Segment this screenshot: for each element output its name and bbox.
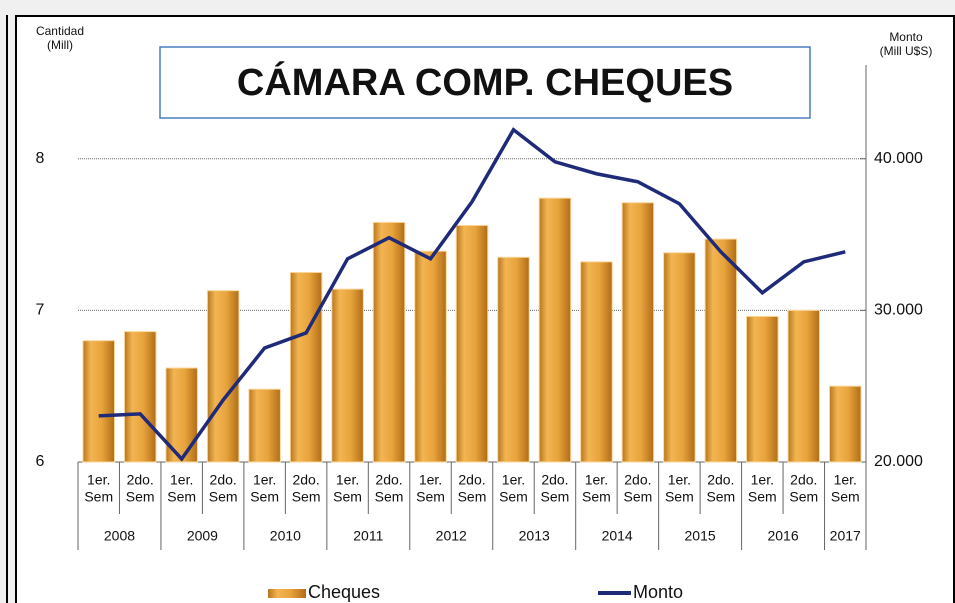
x-tick-label: 1er. — [668, 472, 691, 488]
x-tick-label: Sem — [126, 489, 155, 505]
x-tick-label: Sem — [416, 489, 445, 505]
bar — [414, 250, 447, 463]
y2-axis-label: (Mill U$S) — [880, 44, 933, 58]
x-group-label: 2009 — [187, 528, 218, 544]
x-tick-label: Sem — [831, 489, 860, 505]
x-tick-label: 1er. — [751, 472, 774, 488]
bar — [331, 288, 364, 463]
bar — [829, 385, 862, 463]
line — [98, 127, 846, 462]
x-tick-label: Sem — [665, 489, 694, 505]
x-tick-label: 2do. — [210, 472, 237, 488]
x-tick-label: 1er. — [502, 472, 525, 488]
x-group-label: 2017 — [830, 528, 861, 544]
x-tick-label: 1er. — [170, 472, 193, 488]
legend-label: Monto — [633, 582, 683, 602]
x-tick-label: Sem — [458, 489, 487, 505]
bar — [580, 261, 613, 463]
bar — [663, 252, 696, 463]
legend-label: Cheques — [308, 582, 380, 602]
bar — [123, 331, 157, 463]
x-tick-label: Sem — [292, 489, 321, 505]
x-tick-label: 2do. — [790, 472, 817, 488]
y-axis-label: Cantidad — [36, 24, 84, 38]
bar — [621, 202, 655, 463]
x-tick-label: 2do. — [292, 472, 319, 488]
bar — [787, 309, 821, 463]
bar — [206, 290, 240, 463]
x-tick-label: Sem — [333, 489, 362, 505]
x-group-label: 2008 — [104, 528, 135, 544]
x-group-label: 2016 — [767, 528, 798, 544]
x-group-label: 2013 — [519, 528, 550, 544]
bar — [289, 271, 323, 463]
x-tick-label: Sem — [541, 489, 570, 505]
y-tick-label: 8 — [36, 150, 45, 167]
x-tick-label: 1er. — [585, 472, 608, 488]
bar — [455, 224, 489, 463]
x-tick-label: 1er. — [336, 472, 359, 488]
x-group-label: 2014 — [602, 528, 633, 544]
y2-tick-label: 20.000 — [874, 453, 923, 470]
y-tick-label: 7 — [36, 302, 45, 319]
x-tick-label: 1er. — [87, 472, 110, 488]
x-tick-label: Sem — [706, 489, 735, 505]
chart-title: CÁMARA COMP. CHEQUES — [237, 60, 733, 104]
x-tick-label: 1er. — [834, 472, 857, 488]
bar — [746, 315, 779, 463]
x-group-label: 2010 — [270, 528, 301, 544]
x-tick-label: Sem — [789, 489, 818, 505]
x-tick-label: Sem — [250, 489, 279, 505]
x-tick-label: Sem — [623, 489, 652, 505]
x-tick-label: Sem — [582, 489, 611, 505]
x-tick-label: 2do. — [624, 472, 651, 488]
y2-tick-label: 30.000 — [874, 302, 923, 319]
x-tick-label: 2do. — [458, 472, 485, 488]
y2-tick-label: 40.000 — [874, 150, 923, 167]
y2-axis-label: Monto — [889, 30, 923, 44]
bar — [497, 256, 530, 463]
x-tick-label: 2do. — [541, 472, 568, 488]
x-tick-label: Sem — [748, 489, 777, 505]
x-group-label: 2015 — [685, 528, 716, 544]
y-axis-label: (Mill) — [47, 38, 73, 52]
x-tick-label: Sem — [84, 489, 113, 505]
x-tick-label: Sem — [499, 489, 528, 505]
bar — [82, 340, 115, 463]
bar — [372, 221, 406, 463]
x-group-label: 2012 — [436, 528, 467, 544]
x-tick-label: 1er. — [419, 472, 442, 488]
x-group-label: 2011 — [353, 528, 383, 544]
x-tick-label: Sem — [209, 489, 238, 505]
legend-swatch — [268, 589, 306, 598]
x-tick-label: Sem — [167, 489, 196, 505]
title-box — [159, 46, 811, 119]
x-tick-label: Sem — [375, 489, 404, 505]
x-tick-label: 1er. — [253, 472, 276, 488]
bar — [538, 197, 572, 463]
x-tick-label: 2do. — [707, 472, 734, 488]
bar — [704, 238, 738, 463]
x-tick-label: 2do. — [127, 472, 154, 488]
bar — [248, 388, 281, 463]
x-tick-label: 2do. — [375, 472, 402, 488]
y-tick-label: 6 — [36, 453, 45, 470]
